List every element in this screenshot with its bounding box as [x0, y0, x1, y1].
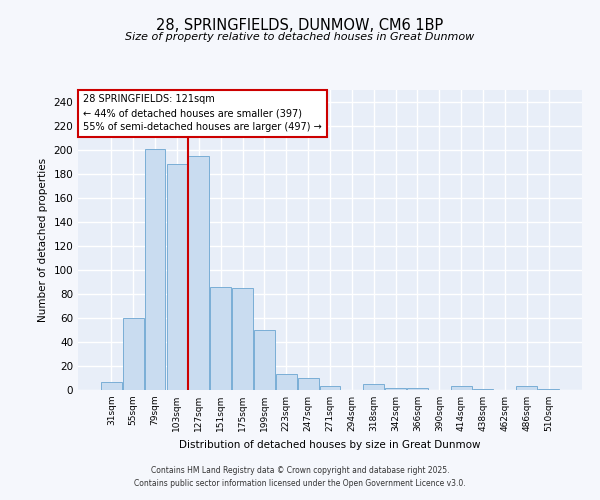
Bar — [123, 318, 143, 390]
Bar — [188, 156, 209, 390]
Bar — [385, 388, 406, 390]
Bar — [145, 149, 166, 390]
Y-axis label: Number of detached properties: Number of detached properties — [38, 158, 48, 322]
X-axis label: Distribution of detached houses by size in Great Dunmow: Distribution of detached houses by size … — [179, 440, 481, 450]
Text: 28 SPRINGFIELDS: 121sqm
← 44% of detached houses are smaller (397)
55% of semi-d: 28 SPRINGFIELDS: 121sqm ← 44% of detache… — [83, 94, 322, 132]
Bar — [101, 382, 122, 390]
Bar — [320, 386, 340, 390]
Bar — [276, 374, 296, 390]
Bar — [407, 388, 428, 390]
Bar — [232, 288, 253, 390]
Text: Contains HM Land Registry data © Crown copyright and database right 2025.
Contai: Contains HM Land Registry data © Crown c… — [134, 466, 466, 487]
Bar — [167, 164, 187, 390]
Text: 28, SPRINGFIELDS, DUNMOW, CM6 1BP: 28, SPRINGFIELDS, DUNMOW, CM6 1BP — [157, 18, 443, 32]
Bar — [364, 384, 384, 390]
Bar — [538, 389, 559, 390]
Bar — [451, 386, 472, 390]
Bar — [210, 287, 231, 390]
Bar — [254, 330, 275, 390]
Bar — [517, 386, 537, 390]
Text: Size of property relative to detached houses in Great Dunmow: Size of property relative to detached ho… — [125, 32, 475, 42]
Bar — [298, 378, 319, 390]
Bar — [473, 389, 493, 390]
